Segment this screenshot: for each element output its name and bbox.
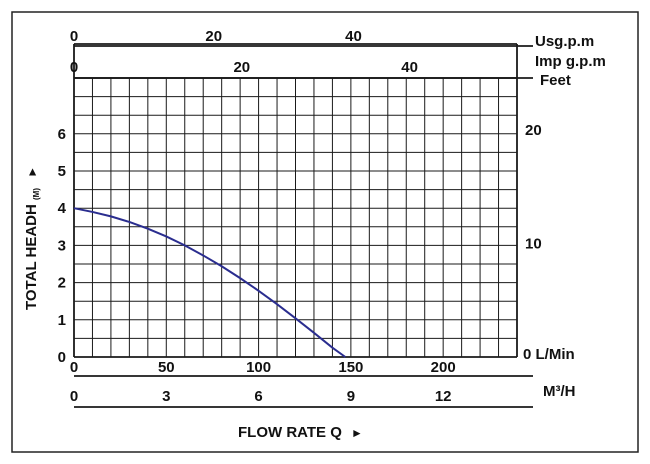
top-imp-tick-label: 20 [233, 59, 250, 76]
m3h-unit: M³/H [543, 383, 576, 400]
y-axis-title-subscript: (M) [32, 188, 41, 200]
top-usg-unit: Usg.p.m [535, 33, 594, 50]
y-axis-title-text: TOTAL HEADH [23, 204, 40, 310]
bottom-lmin-tick-label: 150 [338, 359, 363, 376]
x-axis-arrow: ► [351, 426, 363, 440]
performance-curve [73, 207, 346, 358]
bottom-m3h-tick-label: 9 [347, 388, 355, 405]
svg-text:TOTAL HEADH (M) ►: TOTAL HEADH (M) ► [23, 166, 43, 310]
bottom-lmin-tick-label: 50 [158, 359, 175, 376]
top-imp-tick-label: 40 [401, 59, 418, 76]
bottom-m3h-tick-label: 6 [254, 388, 262, 405]
right-zero-lmin-label: 0 L/Min [523, 346, 575, 363]
y-axis-title: TOTAL HEADH (M) ► [23, 166, 43, 310]
bottom-lmin-tick-label: 0 [70, 359, 78, 376]
left-tick-label: 6 [58, 126, 66, 143]
top-imp-unit: Imp g.p.m [535, 53, 606, 70]
left-tick-label: 4 [58, 200, 67, 217]
top-usg-tick-label: 20 [205, 28, 222, 45]
chart-frame [11, 11, 639, 453]
bottom-lmin-tick-label: 200 [431, 359, 456, 376]
left-tick-label: 5 [58, 163, 66, 180]
top-imp-tick-label: 0 [70, 59, 78, 76]
right-feet-tick-label: 10 [525, 236, 542, 253]
grid [73, 43, 533, 408]
left-tick-label: 2 [58, 275, 66, 292]
right-feet-unit: Feet [540, 72, 571, 89]
x-axis-title: FLOW RATE Q ► [238, 424, 363, 441]
right-feet-tick-label: 20 [525, 122, 542, 139]
top-usg-tick-label: 40 [345, 28, 362, 45]
left-tick-label: 0 [58, 349, 66, 366]
bottom-lmin-tick-label: 100 [246, 359, 271, 376]
y-axis-arrow: ► [25, 166, 39, 178]
left-tick-label: 3 [58, 237, 66, 254]
left-tick-label: 1 [58, 312, 66, 329]
x-axis-title-text: FLOW RATE Q [238, 424, 342, 441]
bottom-m3h-tick-label: 0 [70, 388, 78, 405]
bottom-m3h-tick-label: 12 [435, 388, 452, 405]
bottom-m3h-tick-label: 3 [162, 388, 170, 405]
top-usg-tick-label: 0 [70, 28, 78, 45]
